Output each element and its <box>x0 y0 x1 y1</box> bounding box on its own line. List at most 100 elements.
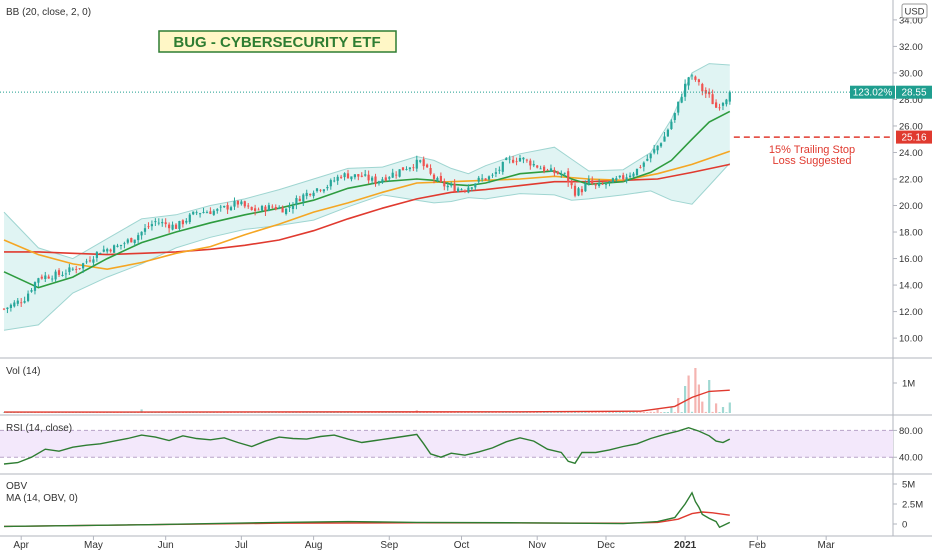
candle[interactable] <box>505 157 508 161</box>
candle[interactable] <box>615 176 618 182</box>
candle[interactable] <box>205 210 209 214</box>
candle[interactable] <box>405 166 408 171</box>
volume-label[interactable]: Vol (14) <box>6 366 40 377</box>
candle[interactable] <box>254 204 257 216</box>
candle[interactable] <box>223 205 226 209</box>
candle[interactable] <box>694 75 697 82</box>
candle[interactable] <box>291 202 295 214</box>
candle[interactable] <box>88 256 92 263</box>
candle[interactable] <box>653 144 656 155</box>
candle[interactable] <box>109 248 112 253</box>
candle[interactable] <box>315 187 319 193</box>
candle[interactable] <box>515 157 518 166</box>
candle[interactable] <box>401 167 405 171</box>
candle[interactable] <box>95 251 98 262</box>
candle[interactable] <box>113 244 116 253</box>
candle[interactable] <box>181 219 184 228</box>
candle[interactable] <box>577 186 580 197</box>
candle[interactable] <box>391 168 394 179</box>
candle[interactable] <box>2 308 6 311</box>
candle[interactable] <box>30 288 33 293</box>
candle[interactable] <box>346 169 350 179</box>
candle[interactable] <box>209 207 212 215</box>
candle[interactable] <box>140 231 143 240</box>
candle[interactable] <box>27 290 30 303</box>
candle[interactable] <box>364 169 367 177</box>
candle[interactable] <box>64 269 67 279</box>
candle[interactable] <box>377 180 381 186</box>
candle[interactable] <box>57 268 61 277</box>
candle[interactable] <box>154 218 157 226</box>
candle[interactable] <box>61 271 64 277</box>
candle[interactable] <box>130 237 133 243</box>
candle[interactable] <box>329 178 332 190</box>
candle[interactable] <box>708 88 711 98</box>
candle[interactable] <box>298 195 301 202</box>
candle[interactable] <box>92 256 95 266</box>
candle[interactable] <box>632 171 635 178</box>
candle[interactable] <box>697 78 700 86</box>
candle[interactable] <box>684 79 687 101</box>
candle[interactable] <box>381 176 384 184</box>
candle[interactable] <box>371 175 374 185</box>
candle[interactable] <box>164 218 167 228</box>
candle[interactable] <box>312 190 315 199</box>
candle[interactable] <box>326 184 329 191</box>
candle[interactable] <box>539 165 542 170</box>
candle[interactable] <box>608 181 611 187</box>
candle[interactable] <box>353 174 356 180</box>
bb-indicator-label[interactable]: BB (20, close, 2, 0) <box>6 7 91 18</box>
candle[interactable] <box>343 172 346 181</box>
candle[interactable] <box>68 263 71 276</box>
candle[interactable] <box>415 155 418 172</box>
candle[interactable] <box>512 156 515 164</box>
candle[interactable] <box>367 170 370 184</box>
candle[interactable] <box>285 208 288 216</box>
candle[interactable] <box>9 303 12 312</box>
candle[interactable] <box>725 98 728 107</box>
candle[interactable] <box>604 181 608 189</box>
candle[interactable] <box>123 241 126 249</box>
candle[interactable] <box>549 164 553 172</box>
candle[interactable] <box>350 176 353 182</box>
candle[interactable] <box>412 164 415 172</box>
candle[interactable] <box>580 186 583 196</box>
candle[interactable] <box>188 213 191 225</box>
candle[interactable] <box>625 173 628 184</box>
candle[interactable] <box>20 298 23 307</box>
candle[interactable] <box>487 175 491 184</box>
candle[interactable] <box>85 258 88 264</box>
candle[interactable] <box>388 176 391 183</box>
candle[interactable] <box>319 189 322 193</box>
candle[interactable] <box>570 179 573 189</box>
candle[interactable] <box>281 205 284 213</box>
candle[interactable] <box>529 158 532 170</box>
candle[interactable] <box>443 178 446 191</box>
candle[interactable] <box>563 172 566 177</box>
candle[interactable] <box>40 274 43 280</box>
candle[interactable] <box>250 206 253 211</box>
candle[interactable] <box>71 267 74 271</box>
candle[interactable] <box>457 186 460 193</box>
candle[interactable] <box>690 73 694 80</box>
candle[interactable] <box>446 182 449 191</box>
candle[interactable] <box>659 142 663 148</box>
candle[interactable] <box>233 197 236 210</box>
candle[interactable] <box>677 101 680 116</box>
candle[interactable] <box>525 158 528 163</box>
candle[interactable] <box>147 222 150 229</box>
candle[interactable] <box>680 93 683 104</box>
candle[interactable] <box>477 175 480 185</box>
rsi-label[interactable]: RSI (14, close) <box>6 423 72 434</box>
candle[interactable] <box>429 164 432 176</box>
candle[interactable] <box>161 218 164 227</box>
candle[interactable] <box>718 103 721 111</box>
candle[interactable] <box>199 212 202 218</box>
candle[interactable] <box>116 243 119 248</box>
candle[interactable] <box>178 220 181 231</box>
candle[interactable] <box>171 221 174 231</box>
candle[interactable] <box>601 181 604 185</box>
candle[interactable] <box>642 161 645 172</box>
ma-orange-line[interactable] <box>3 150 731 271</box>
